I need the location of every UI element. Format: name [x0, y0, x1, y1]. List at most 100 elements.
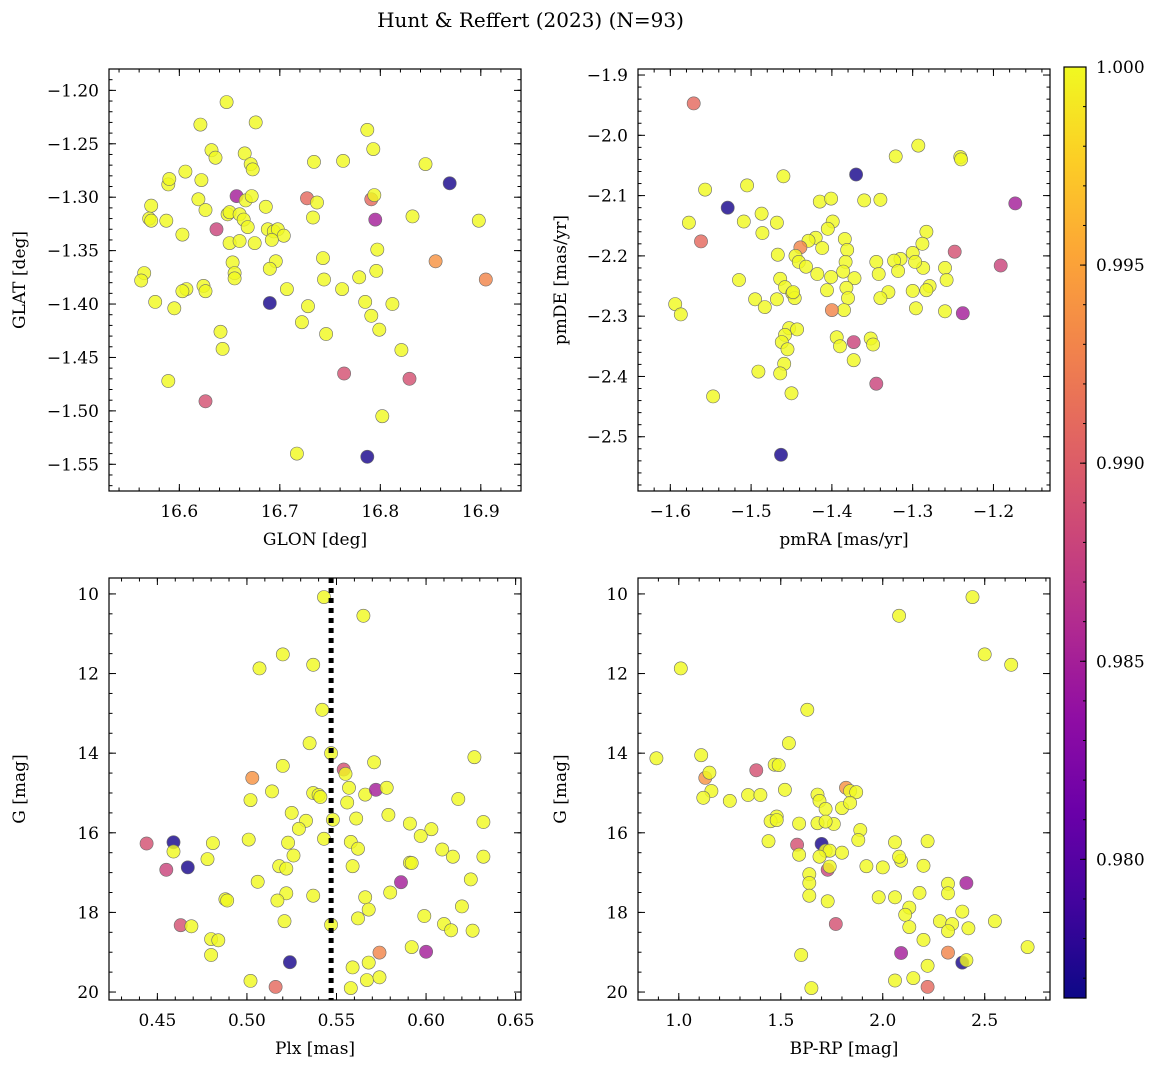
data-point: [144, 213, 159, 228]
data-point: [258, 199, 273, 214]
data-point: [162, 172, 177, 186]
data-point: [310, 195, 324, 210]
data-point: [686, 96, 701, 111]
data-point: [198, 284, 213, 299]
data-point: [360, 449, 375, 464]
data-point: [912, 886, 927, 900]
data-point: [442, 176, 457, 191]
data-point: [961, 921, 976, 936]
data-point: [402, 816, 417, 831]
data-point: [264, 232, 279, 247]
data-point: [307, 154, 321, 169]
data-point: [941, 924, 955, 938]
data-point: [454, 899, 469, 914]
data-point: [938, 260, 952, 275]
data-point: [722, 794, 737, 808]
data-point: [902, 920, 917, 934]
data-point: [385, 297, 400, 311]
data-point: [394, 875, 408, 890]
data-point: [349, 811, 364, 826]
data-point: [284, 806, 299, 820]
data-point: [841, 291, 855, 305]
data-point: [673, 661, 688, 676]
y-tick-label: 18: [606, 903, 628, 923]
y-tick-label: −1.40: [47, 295, 99, 315]
data-point: [894, 946, 908, 960]
y-tick-label: −2.0: [587, 126, 628, 146]
data-point: [757, 300, 772, 314]
data-point: [888, 890, 902, 905]
x-tick-label: 0.60: [407, 1011, 445, 1031]
y-tick-label: −1.25: [47, 135, 99, 155]
data-point: [849, 167, 863, 182]
data-point: [270, 893, 285, 908]
axis-ticks: [637, 69, 1050, 491]
data-point: [815, 241, 830, 255]
data-point: [804, 981, 819, 995]
data-point: [198, 394, 213, 409]
data-point: [799, 259, 813, 274]
axes-frame: [108, 68, 522, 492]
data-point: [337, 366, 351, 381]
data-point: [732, 273, 746, 287]
data-point: [740, 178, 754, 193]
data-points: [649, 590, 1035, 995]
data-point: [361, 902, 376, 917]
x-tick-label: 0.65: [497, 1011, 535, 1031]
data-point: [857, 193, 872, 208]
data-point: [356, 608, 371, 623]
scatter-panel: −1.6 −1.5 −1.4 −1.3 −1.2 −1.9 −2.0 −2.1 −2.2 −2.3…: [551, 66, 1051, 550]
data-point: [209, 222, 224, 237]
data-point: [245, 771, 260, 785]
data-point: [778, 782, 792, 797]
data-point: [916, 933, 931, 947]
figure-title: Hunt & Reffert (2023) (N=93): [377, 8, 684, 32]
data-point: [161, 374, 176, 388]
data-point: [268, 980, 283, 994]
data-point: [770, 292, 784, 307]
data-point: [773, 366, 788, 381]
data-point: [351, 841, 365, 856]
data-point: [265, 784, 279, 799]
data-point: [919, 283, 934, 298]
data-point: [947, 244, 962, 259]
x-tick-label: −1.3: [892, 502, 933, 522]
data-point: [836, 264, 851, 279]
data-point: [698, 182, 712, 197]
data-point: [240, 220, 255, 234]
scatter-panel: 1.0 1.5 2.0 2.5 10 12 14 16 18 20 BP-RP [mag] G [ma…: [551, 577, 1051, 1059]
data-point: [920, 834, 935, 849]
data-point: [418, 157, 433, 171]
data-point: [167, 301, 182, 316]
data-point: [941, 886, 955, 901]
data-points: [134, 95, 493, 464]
data-point: [741, 788, 755, 802]
data-point: [891, 264, 905, 278]
data-point: [313, 790, 328, 804]
data-point: [706, 389, 720, 404]
data-point: [419, 944, 433, 959]
data-point: [761, 834, 776, 849]
y-axis-label: pmDE [mas/yr]: [551, 215, 571, 345]
data-point: [892, 849, 906, 864]
data-point: [869, 376, 884, 391]
colorbar-tick-label: 0.990: [1096, 454, 1145, 474]
data-point: [800, 702, 815, 717]
colorbar-frame: [1063, 66, 1087, 999]
data-point: [286, 848, 301, 863]
data-point: [205, 836, 220, 850]
data-point: [833, 339, 847, 354]
data-point: [892, 608, 906, 623]
data-point: [394, 343, 409, 357]
data-point: [282, 955, 297, 970]
data-point: [247, 236, 262, 250]
data-point: [404, 856, 419, 870]
data-point: [825, 303, 839, 317]
data-point: [754, 206, 769, 221]
data-point: [369, 263, 384, 278]
data-point: [368, 212, 383, 227]
data-point: [159, 213, 174, 228]
data-point: [302, 736, 317, 751]
data-point: [786, 285, 800, 299]
data-point: [939, 273, 954, 287]
